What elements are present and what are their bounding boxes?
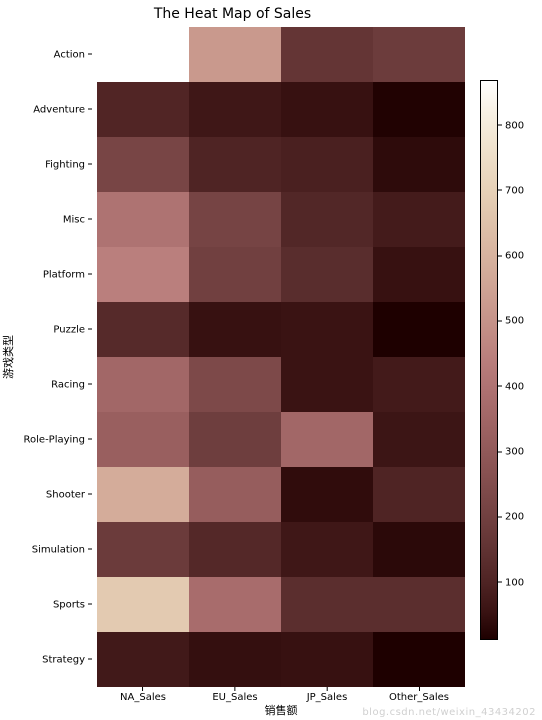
heatmap-cell — [281, 247, 373, 302]
colorbar-tick: 400 — [498, 381, 524, 392]
heatmap-cell — [281, 357, 373, 412]
y-tick-label: Action — [54, 49, 92, 60]
heatmap-cell — [281, 27, 373, 82]
heatmap-cell — [373, 82, 465, 137]
y-axis-label: 游戏类型 — [0, 335, 16, 379]
colorbar-gradient — [480, 80, 498, 640]
colorbar-tick: 700 — [498, 185, 524, 196]
heatmap-cell — [97, 137, 189, 192]
colorbar-tick: 600 — [498, 251, 524, 262]
heatmap-cell — [189, 632, 281, 687]
heatmap-cell — [189, 82, 281, 137]
colorbar-tick: 800 — [498, 120, 524, 131]
y-tick-label: Simulation — [32, 544, 92, 555]
y-tick-label: Misc — [63, 214, 92, 225]
y-tick-label: Sports — [53, 599, 92, 610]
heatmap-cell — [373, 137, 465, 192]
heatmap-cell — [373, 412, 465, 467]
heatmap-cell — [281, 632, 373, 687]
colorbar-tick: 100 — [498, 577, 524, 588]
heatmap-cell — [189, 27, 281, 82]
heatmap-cell — [281, 412, 373, 467]
y-tick-label: Puzzle — [53, 324, 92, 335]
heatmap-cell — [189, 522, 281, 577]
colorbar: 100 200 300 400 500 600 700 800 — [480, 80, 532, 640]
heatmap-cell — [97, 467, 189, 522]
heatmap-cell — [97, 27, 189, 82]
y-tick-label: Shooter — [46, 489, 92, 500]
heatmap-cell — [189, 302, 281, 357]
heatmap-cell — [373, 522, 465, 577]
x-tick-label: JP_Sales — [307, 687, 348, 703]
heatmap-cell — [189, 467, 281, 522]
heatmap-cell — [281, 577, 373, 632]
colorbar-tick: 300 — [498, 447, 524, 458]
heatmap-cell — [189, 137, 281, 192]
y-tick-label: Fighting — [45, 159, 92, 170]
heatmap-cell — [373, 357, 465, 412]
heatmap-cell — [97, 82, 189, 137]
heatmap-cell — [373, 467, 465, 522]
heatmap-cell — [373, 302, 465, 357]
heatmap-cell — [373, 192, 465, 247]
heatmap-cell — [97, 577, 189, 632]
y-tick-label: Strategy — [42, 654, 92, 665]
heatmap-cell — [281, 137, 373, 192]
heatmap-grid — [97, 27, 465, 687]
heatmap-cell — [373, 27, 465, 82]
heatmap-cell — [97, 412, 189, 467]
x-tick-label: NA_Sales — [120, 687, 166, 703]
chart-title: The Heat Map of Sales — [0, 6, 465, 22]
x-tick-label: EU_Sales — [212, 687, 257, 703]
heatmap-cell — [97, 247, 189, 302]
heatmap-cell — [281, 192, 373, 247]
heatmap-cell — [281, 302, 373, 357]
heatmap-cell — [373, 577, 465, 632]
heatmap-cell — [189, 577, 281, 632]
heatmap-cell — [97, 302, 189, 357]
heatmap-plot — [97, 27, 465, 687]
colorbar-tick: 200 — [498, 512, 524, 523]
heatmap-cell — [281, 467, 373, 522]
heatmap-cell — [281, 522, 373, 577]
heatmap-cell — [189, 192, 281, 247]
heatmap-cell — [189, 412, 281, 467]
heatmap-cell — [373, 247, 465, 302]
y-tick-label: Racing — [51, 379, 92, 390]
heatmap-cell — [189, 247, 281, 302]
heatmap-cell — [97, 192, 189, 247]
heatmap-cell — [281, 82, 373, 137]
y-tick-label: Role-Playing — [24, 434, 92, 445]
heatmap-cell — [373, 632, 465, 687]
heatmap-cell — [189, 357, 281, 412]
y-tick-label: Adventure — [33, 104, 92, 115]
heatmap-cell — [97, 632, 189, 687]
heatmap-cell — [97, 357, 189, 412]
x-tick-label: Other_Sales — [389, 687, 449, 703]
colorbar-tick: 500 — [498, 316, 524, 327]
heatmap-cell — [97, 522, 189, 577]
y-tick-label: Platform — [43, 269, 92, 280]
watermark: blog.csdn.net/weixin_43434202 — [362, 707, 536, 718]
